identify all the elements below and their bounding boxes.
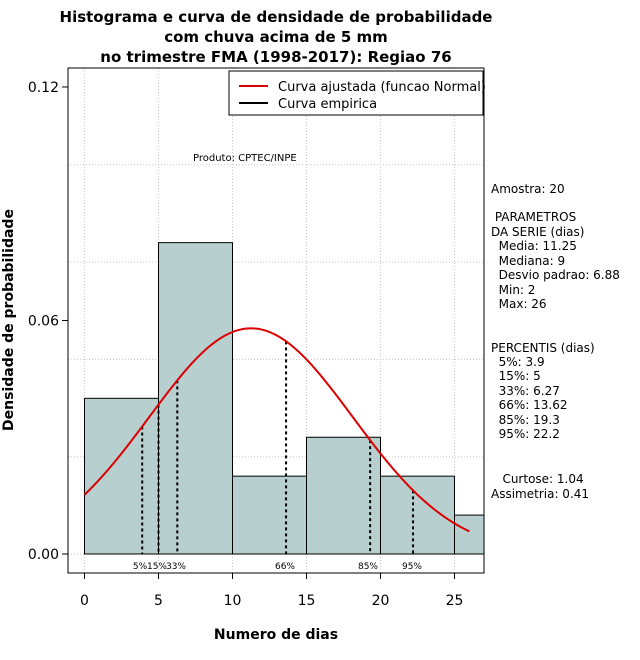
percentil-15: 15%: 5 bbox=[491, 369, 541, 383]
histogram-bar bbox=[306, 436, 381, 555]
y-tick-label: 0.00 bbox=[28, 547, 59, 563]
percentil-95: 95%: 22.2 bbox=[491, 427, 560, 441]
stat-media: Media: 11.25 bbox=[491, 239, 577, 253]
histogram-bar bbox=[232, 475, 307, 555]
chart-title-line: com chuva acima de 5 mm bbox=[164, 28, 388, 46]
stat-max: Max: 26 bbox=[491, 297, 547, 311]
histogram-bar bbox=[158, 242, 233, 555]
x-tick-label: 0 bbox=[80, 593, 89, 609]
x-axis-label: Numero de dias bbox=[214, 627, 338, 643]
x-tick-label: 15 bbox=[298, 593, 316, 609]
percentil-5: 5%: 3.9 bbox=[491, 355, 545, 369]
legend-label: Curva empirica bbox=[278, 97, 377, 112]
percentil-85: 85%: 19.3 bbox=[491, 413, 560, 427]
x-tick-label: 10 bbox=[224, 593, 242, 609]
percentil-33: 33%: 6.27 bbox=[491, 384, 560, 398]
stat-mediana: Mediana: 9 bbox=[491, 254, 566, 268]
percentile-label: 33% bbox=[166, 562, 186, 572]
legend-box bbox=[228, 70, 484, 116]
percentile-label: 5% bbox=[133, 562, 148, 572]
chart-title-line: no trimestre FMA (1998-2017): Regiao 76 bbox=[100, 48, 451, 66]
percentile-label: 15% bbox=[147, 562, 167, 572]
param-title-line2: DA SERIE (dias) bbox=[491, 225, 585, 239]
legend-label: Curva ajustada (funcao Normal) bbox=[278, 80, 486, 95]
stat-assimetria: Assimetria: 0.41 bbox=[491, 487, 590, 501]
stat-curtose: Curtose: 1.04 bbox=[491, 472, 584, 486]
percentile-label: 66% bbox=[275, 562, 295, 572]
y-tick-label: 0.06 bbox=[28, 313, 59, 329]
x-tick-label: 5 bbox=[154, 593, 163, 609]
x-tick-label: 20 bbox=[372, 593, 390, 609]
x-tick-label: 25 bbox=[446, 593, 464, 609]
chart-title-line: Histograma e curva de densidade de proba… bbox=[60, 8, 493, 26]
y-axis-label: Densidade de probabilidade bbox=[1, 209, 17, 431]
watermark-text: Produto: CPTEC/INPE bbox=[193, 153, 297, 164]
percentis-title: PERCENTIS (dias) bbox=[491, 341, 595, 355]
histogram-bar bbox=[84, 397, 159, 555]
histogram-bar bbox=[454, 514, 485, 555]
percentile-label: 95% bbox=[402, 562, 422, 572]
y-tick-label: 0.12 bbox=[28, 80, 59, 96]
percentil-66: 66%: 13.62 bbox=[491, 398, 568, 412]
stat-desvio: Desvio padrao: 6.88 bbox=[491, 268, 620, 282]
stat-min: Min: 2 bbox=[491, 283, 536, 297]
sample-size: Amostra: 20 bbox=[491, 182, 565, 196]
normal-fit-curve bbox=[83, 327, 470, 533]
param-title-line1: PARAMETROS bbox=[491, 210, 577, 224]
percentile-label: 85% bbox=[358, 562, 378, 572]
